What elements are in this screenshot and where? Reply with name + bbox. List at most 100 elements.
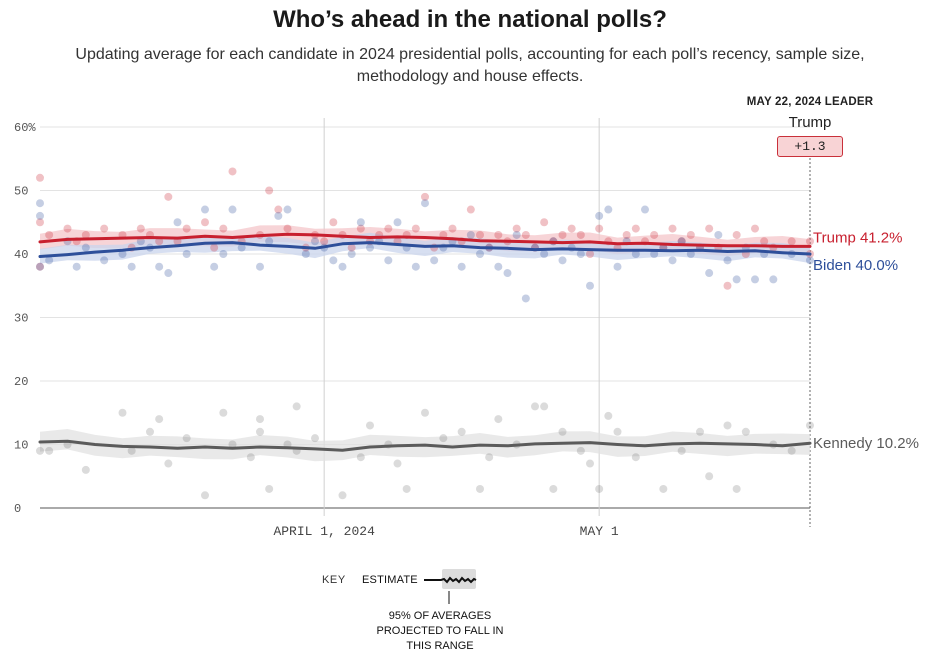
biden-poll-dot	[604, 205, 613, 214]
trump-poll-dot	[347, 243, 356, 252]
trump-poll-dot	[622, 230, 631, 239]
biden-poll-dot	[668, 256, 677, 265]
key-range-label: 95% OF AVERAGES PROJECTED TO FALL IN THI…	[376, 610, 504, 652]
trump-poll-dot	[320, 237, 329, 246]
trump-poll-dot	[787, 237, 796, 246]
trump-poll-dot	[751, 224, 759, 233]
kennedy-poll-dot	[787, 446, 796, 455]
key-band-swatch	[442, 569, 476, 589]
trump-poll-dot	[411, 224, 420, 233]
kennedy-poll-dot	[531, 402, 539, 411]
trump-poll-dot	[494, 230, 503, 239]
biden-poll-dot	[558, 256, 567, 265]
kennedy-end-label: Kennedy 10.2%	[813, 435, 919, 452]
kennedy-poll-dot	[421, 408, 429, 417]
biden-poll-dot	[494, 262, 503, 271]
y-tick-label: 20	[14, 375, 28, 389]
confidence-bands	[40, 225, 810, 462]
biden-poll-dot	[182, 250, 191, 258]
trump-poll-dot	[806, 237, 814, 246]
kennedy-poll-dot	[576, 446, 585, 455]
trump-poll-dot	[201, 218, 209, 227]
trump-poll-dot	[36, 262, 44, 271]
kennedy-poll-dot	[595, 484, 604, 493]
kennedy-poll-dot	[457, 427, 466, 436]
biden-end-label: Biden 40.0%	[813, 257, 898, 274]
grid: 0 10 20 30 40 50 60% APRIL 1, 2024 MAY 1	[14, 118, 811, 539]
key-graphic	[424, 569, 477, 604]
kennedy-poll-dot	[155, 415, 164, 424]
trump-poll-dot	[586, 250, 594, 258]
average-lines	[38, 232, 812, 452]
biden-poll-dot	[540, 250, 549, 258]
kennedy-poll-dot	[81, 465, 90, 474]
trump-poll-dot	[631, 224, 640, 233]
biden-poll-dot	[329, 256, 338, 265]
biden-poll-dot	[503, 269, 512, 278]
biden-poll-dot	[586, 281, 594, 290]
trump-poll-dot	[723, 281, 732, 290]
biden-poll-dot	[641, 205, 649, 214]
kennedy-average-line	[38, 439, 812, 452]
kennedy-poll-dot	[540, 402, 549, 411]
kennedy-poll-dot	[246, 453, 255, 462]
kennedy-poll-dot	[393, 459, 402, 468]
biden-poll-dot	[384, 256, 393, 265]
kennedy-poll-dot	[366, 421, 374, 430]
kennedy-poll-dot	[292, 402, 301, 411]
biden-poll-dot	[81, 243, 90, 252]
biden-poll-dot	[650, 250, 659, 258]
biden-poll-dot	[274, 211, 283, 220]
biden-average-line	[38, 241, 812, 258]
key-label: KEY	[322, 574, 346, 586]
trump-poll-dot	[81, 230, 90, 239]
trump-poll-dot	[466, 205, 475, 214]
biden-poll-dot	[393, 218, 402, 227]
trump-poll-dot	[219, 224, 228, 233]
trump-poll-dot	[274, 205, 283, 214]
kennedy-poll-dot	[127, 446, 136, 455]
kennedy-poll-dot	[558, 427, 567, 436]
biden-poll-dot	[136, 237, 145, 246]
biden-poll-dot	[265, 237, 274, 246]
trump-poll-dot	[521, 230, 530, 239]
trump-poll-dot	[63, 224, 72, 233]
biden-poll-dot	[210, 262, 219, 271]
leader-heading: MAY 22, 2024 LEADER	[746, 96, 874, 108]
biden-poll-dot	[301, 250, 310, 258]
trump-poll-dot	[45, 230, 54, 239]
trump-poll-dot	[164, 192, 173, 201]
key-estimate-line	[424, 576, 477, 584]
trump-poll-dot	[329, 218, 338, 227]
trump-poll-dot	[705, 224, 714, 233]
kennedy-poll-dot	[146, 427, 154, 436]
trump-poll-dot	[558, 230, 567, 239]
biden-poll-dot	[751, 275, 759, 284]
biden-poll-dot	[283, 205, 292, 214]
biden-poll-dot	[127, 262, 136, 271]
trump-poll-dot	[356, 224, 365, 233]
kennedy-poll-dot	[613, 427, 622, 436]
leader-name: Trump	[788, 114, 832, 131]
trump-poll-dot	[512, 224, 521, 233]
key-estimate-label: ESTIMATE	[362, 574, 418, 586]
x-tick-label: MAY 1	[580, 524, 619, 539]
y-tick-label: 0	[14, 502, 21, 516]
trump-end-label: Trump 41.2%	[813, 229, 902, 246]
biden-poll-dot	[521, 294, 530, 303]
kennedy-poll-dot	[659, 484, 668, 493]
chart-subtitle: Updating average for each candidate in 2…	[75, 46, 865, 85]
trump-poll-dot	[155, 237, 164, 246]
kennedy-poll-dot	[732, 484, 741, 493]
trump-poll-dot	[576, 230, 585, 239]
y-tick-label: 40	[14, 248, 28, 262]
trump-poll-dot	[283, 224, 292, 233]
kennedy-poll-dot	[677, 446, 686, 455]
trump-poll-dot	[595, 224, 604, 233]
biden-poll-dot	[347, 250, 356, 258]
biden-poll-dot	[705, 269, 714, 278]
biden-poll-dot	[631, 250, 640, 258]
trump-poll-dot	[210, 243, 219, 252]
kennedy-poll-dot	[631, 453, 640, 462]
kennedy-poll-dot	[118, 408, 127, 417]
